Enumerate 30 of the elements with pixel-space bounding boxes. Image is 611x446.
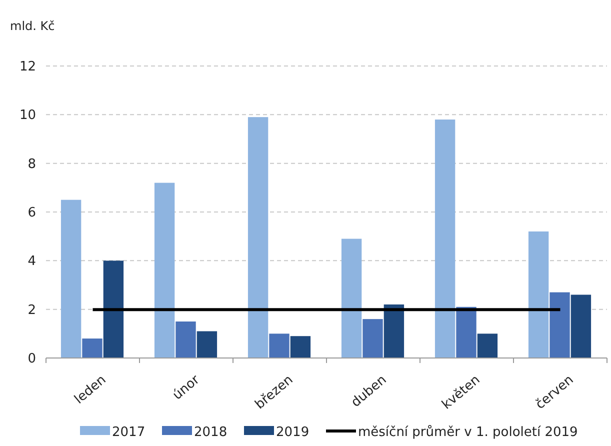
- y-tick-label: 0: [28, 352, 36, 367]
- legend-label: 2019: [276, 425, 310, 440]
- bar: [82, 338, 102, 358]
- bar: [341, 238, 362, 358]
- bar: [362, 319, 383, 358]
- legend-label: 2018: [194, 425, 228, 440]
- legend-label: měsíční průměr v 1. pololetí 2019: [358, 424, 578, 440]
- bar: [290, 336, 311, 358]
- y-tick-label: 2: [28, 302, 36, 318]
- bar: [103, 260, 124, 358]
- bar: [434, 120, 456, 358]
- bar: [269, 334, 290, 358]
- y-tick-label: 8: [28, 156, 36, 172]
- y-tick-label: 4: [28, 254, 36, 270]
- legend-label: 2017: [112, 425, 146, 440]
- bar: [248, 117, 268, 358]
- bar: [477, 334, 498, 358]
- bar: [176, 322, 196, 358]
- bar: [570, 294, 592, 358]
- bar: [60, 200, 82, 358]
- y-tick-label: 6: [28, 206, 36, 221]
- bar: [550, 292, 570, 358]
- bar: [384, 304, 404, 358]
- bar: [456, 306, 476, 358]
- bar: [196, 331, 218, 358]
- bar: [528, 231, 549, 358]
- bar: [154, 182, 175, 358]
- y-axis-title: mld. Kč: [10, 19, 55, 33]
- y-tick-label: 12: [19, 60, 36, 75]
- y-tick-label: 10: [19, 108, 36, 124]
